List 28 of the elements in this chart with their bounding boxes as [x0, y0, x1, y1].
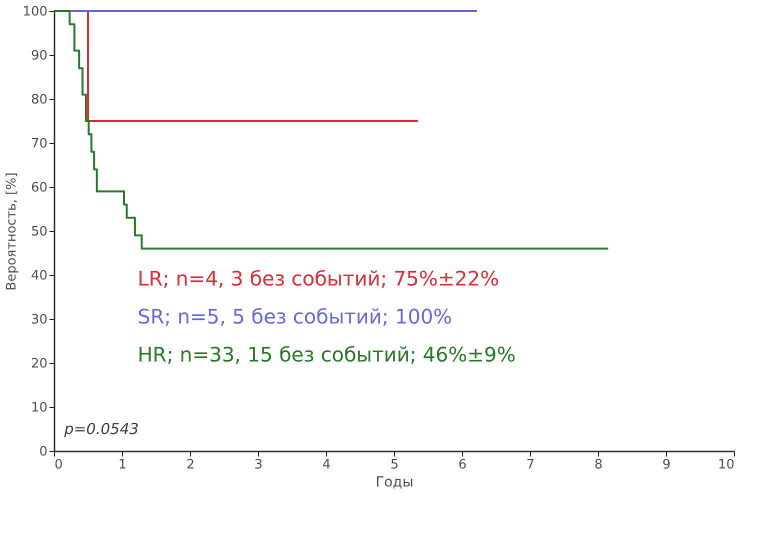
y-axis-title: Вероятность, [%]	[4, 172, 20, 291]
y-tick-label: 0	[39, 444, 48, 460]
x-tick-label: 5	[390, 458, 399, 472]
x-tick-label: 4	[322, 458, 331, 472]
x-tick-label: 7	[526, 458, 535, 472]
y-tick-label: 50	[30, 224, 48, 240]
y-tick-label: 100	[22, 4, 48, 20]
x-tick-label: 1	[118, 458, 127, 472]
text: SR; n=5, 5 без событий; 100%	[138, 304, 452, 328]
x-tick-label: 10	[718, 458, 734, 472]
x-axis-title: Годы	[376, 474, 414, 490]
y-tick-label: 80	[30, 92, 48, 108]
y-tick-label: 20	[30, 356, 48, 372]
annotation: p=0.0543	[63, 420, 139, 438]
y-tick-label: 60	[30, 180, 48, 196]
x-tick-label: 3	[254, 458, 263, 472]
x-tick-label: 9	[662, 458, 671, 472]
y-tick-label: 30	[30, 312, 48, 328]
text: HR; n=33, 15 без событий; 46%±9%	[138, 342, 516, 366]
y-tick-label: 40	[30, 268, 48, 284]
x-tick-label: 6	[458, 458, 467, 472]
y-tick-label: 10	[30, 400, 48, 416]
y-tick-label: 90	[30, 48, 48, 64]
text: LR; n=4, 3 без событий; 75%±22%	[138, 266, 500, 290]
x-tick-label: 8	[594, 458, 603, 472]
x-tick-label: 0	[54, 458, 63, 472]
y-tick-label: 70	[30, 136, 48, 152]
x-tick-label: 2	[186, 458, 195, 472]
